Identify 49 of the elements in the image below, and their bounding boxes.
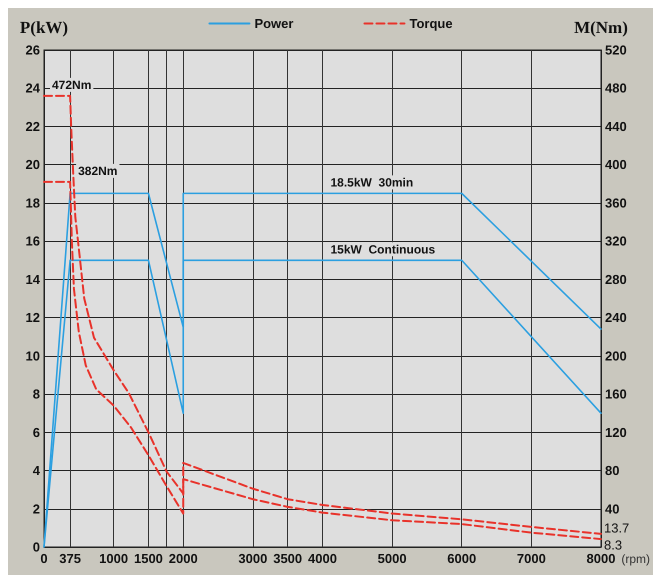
y-tick-label: 18 bbox=[26, 195, 40, 210]
y2-tick-label: 440 bbox=[604, 118, 627, 134]
annotation: 472Nm bbox=[52, 78, 92, 92]
x-tick-label: 375 bbox=[59, 551, 81, 566]
y-tick-label: 8 bbox=[32, 386, 40, 402]
y-tick-label: 24 bbox=[26, 80, 41, 96]
y2-axis-title: M(Nm) bbox=[574, 18, 628, 37]
data-label: 13.7 bbox=[604, 520, 630, 536]
y2-tick-label: 480 bbox=[604, 80, 627, 96]
x-tick-label: 6000 bbox=[447, 551, 476, 566]
y-tick-label: 2 bbox=[32, 501, 40, 516]
y2-tick-label: 80 bbox=[604, 463, 620, 478]
x-tick-label: 1000 bbox=[99, 551, 128, 566]
y-tick-label: 26 bbox=[26, 42, 40, 58]
y2-tick-label: 360 bbox=[604, 195, 627, 210]
y-tick-label: 12 bbox=[26, 310, 40, 326]
y2-tick-label: 120 bbox=[604, 424, 627, 440]
annotation: 382Nm bbox=[78, 164, 118, 178]
legend-label: Power bbox=[254, 16, 294, 31]
annotation: 15kW Continuous bbox=[330, 242, 436, 256]
y2-tick-label: 200 bbox=[604, 348, 627, 364]
x-axis-title: (rpm) bbox=[621, 552, 650, 566]
data-label: 8.3 bbox=[604, 538, 622, 553]
x-tick-label: 5000 bbox=[378, 551, 407, 566]
y-tick-label: 6 bbox=[32, 424, 40, 440]
y-tick-label: 16 bbox=[26, 234, 40, 249]
y-tick-label: 22 bbox=[26, 118, 40, 134]
legend-label: Torque bbox=[409, 16, 453, 31]
x-tick-label: 7000 bbox=[516, 551, 546, 566]
y-tick-label: 4 bbox=[32, 463, 41, 478]
x-tick-label: 3000 bbox=[238, 551, 268, 566]
y-tick-label: 14 bbox=[26, 272, 41, 287]
y2-tick-label: 40 bbox=[604, 501, 620, 516]
y-tick-label: 0 bbox=[32, 540, 40, 554]
x-tick-label: 3500 bbox=[273, 551, 302, 566]
y-tick-label: 20 bbox=[26, 157, 40, 172]
x-tick-label: 8000 bbox=[586, 551, 616, 566]
y2-tick-label: 240 bbox=[604, 310, 627, 326]
y2-tick-label: 280 bbox=[604, 272, 627, 287]
y2-tick-label: 520 bbox=[604, 42, 627, 58]
y2-tick-label: 320 bbox=[604, 234, 627, 249]
y2-tick-label: 160 bbox=[604, 386, 627, 402]
x-tick-label: 1500 bbox=[134, 551, 163, 566]
y2-tick-label: 400 bbox=[604, 157, 627, 172]
x-tick-label: 4000 bbox=[308, 551, 337, 566]
y-axis-title: P(kW) bbox=[20, 18, 68, 37]
y-tick-label: 10 bbox=[26, 348, 40, 364]
x-tick-label: 2000 bbox=[168, 551, 198, 566]
annotation: 18.5kW 30min bbox=[330, 175, 414, 190]
